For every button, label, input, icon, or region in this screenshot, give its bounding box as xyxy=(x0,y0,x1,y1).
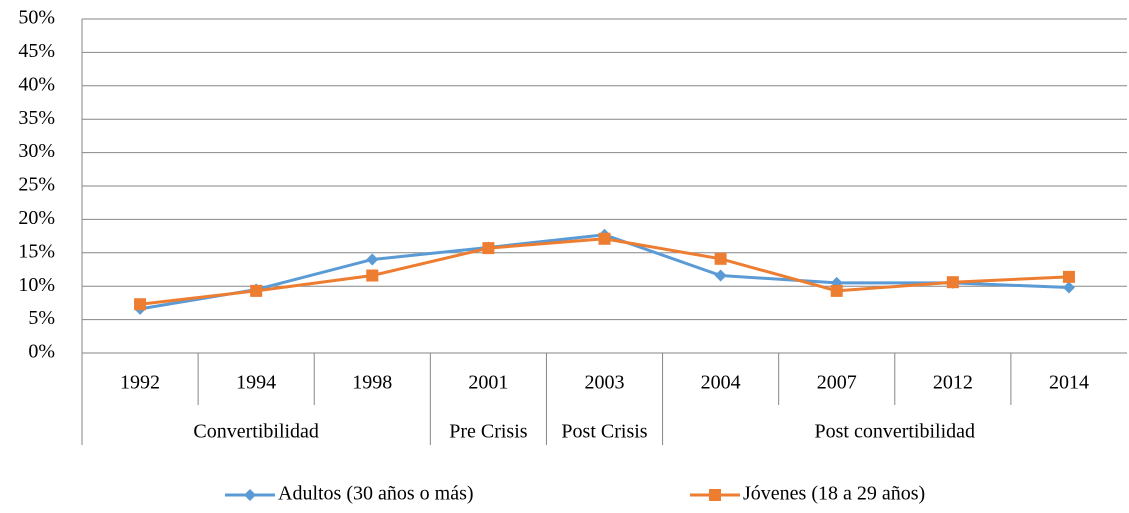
y-tick-label: 40% xyxy=(18,73,55,95)
x-tick-label: 2001 xyxy=(468,372,508,394)
group-label: Post convertibilidad xyxy=(815,421,976,443)
y-tick-label: 35% xyxy=(18,107,55,129)
marker xyxy=(134,298,147,311)
y-tick-label: 15% xyxy=(18,240,55,262)
y-tick-label: 50% xyxy=(18,7,55,29)
marker xyxy=(1062,281,1075,294)
y-tick-label: 10% xyxy=(18,274,55,296)
x-tick-label: 1998 xyxy=(352,372,392,394)
series-line xyxy=(139,237,1070,306)
marker xyxy=(366,269,379,282)
x-tick-label: 2014 xyxy=(1049,372,1089,394)
y-tick-label: 30% xyxy=(18,140,55,162)
marker xyxy=(244,489,256,501)
y-tick-label: 0% xyxy=(28,341,55,363)
marker xyxy=(714,252,727,265)
series-line xyxy=(139,233,1070,311)
legend-label: Adultos (30 años o más) xyxy=(278,483,474,505)
marker xyxy=(709,489,721,501)
group-label: Convertibilidad xyxy=(193,421,319,443)
x-tick-label: 1992 xyxy=(120,372,160,394)
y-tick-label: 20% xyxy=(18,207,55,229)
x-tick-label: 2004 xyxy=(701,372,741,394)
marker xyxy=(250,284,263,297)
marker xyxy=(714,269,727,282)
x-tick-label: 1994 xyxy=(236,372,276,394)
y-tick-label: 5% xyxy=(28,307,55,329)
x-tick-label: 2007 xyxy=(817,372,857,394)
marker xyxy=(366,253,379,266)
marker xyxy=(830,284,843,297)
group-label: Post Crisis xyxy=(561,421,647,443)
y-tick-label: 25% xyxy=(18,174,55,196)
y-tick-label: 45% xyxy=(18,40,55,62)
group-label: Pre Crisis xyxy=(449,421,528,443)
marker xyxy=(1062,270,1075,283)
x-tick-label: 2003 xyxy=(585,372,625,394)
marker xyxy=(482,242,495,255)
legend-label: Jóvenes (18 a 29 años) xyxy=(743,483,925,505)
x-tick-label: 2012 xyxy=(933,372,973,394)
marker xyxy=(946,276,959,289)
marker xyxy=(598,232,611,245)
